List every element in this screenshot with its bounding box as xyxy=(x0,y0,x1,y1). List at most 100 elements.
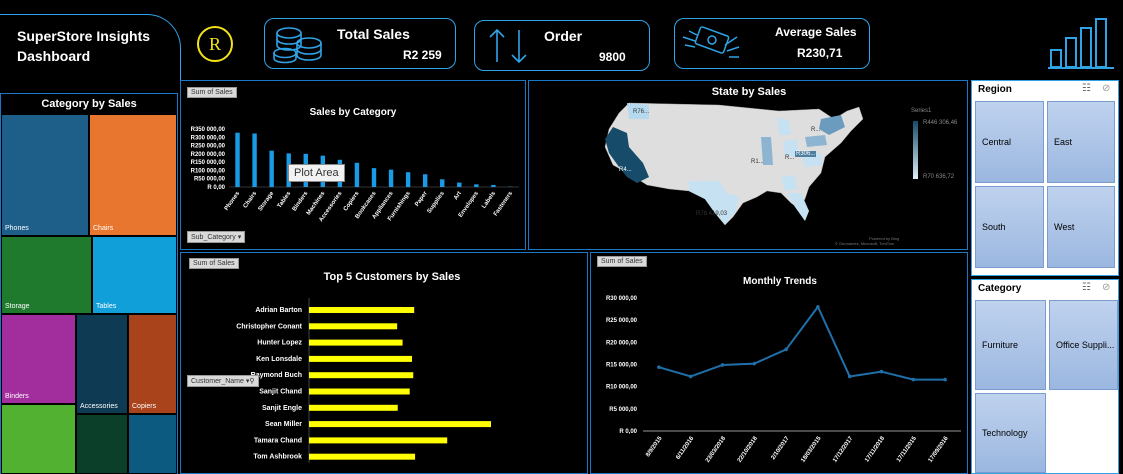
y-tick-label: Tom Ashbrook xyxy=(253,454,302,461)
y-tick-label: R300 000,00 xyxy=(191,135,226,141)
category-option-furniture[interactable]: Furniture xyxy=(975,300,1046,390)
x-tick-label: 6/11/2016 xyxy=(675,435,695,461)
treemap-cell[interactable] xyxy=(1,404,76,474)
data-point xyxy=(943,377,947,382)
y-tick-label: Ken Lonsdale xyxy=(256,356,302,363)
bar xyxy=(309,453,416,460)
kpi-order: Order 9800 xyxy=(474,20,650,71)
treemap-cell[interactable]: Storage xyxy=(1,236,92,314)
treemap-cell[interactable]: Chairs xyxy=(89,114,177,236)
top-customers-chart: Top 5 Customers by Sales Adrian Barton Chr… xyxy=(236,271,491,463)
sub-category-filter[interactable]: Sub_Category ▾ xyxy=(187,231,246,243)
data-point xyxy=(688,374,693,379)
y-tick-label: R20 000,00 xyxy=(606,340,638,346)
map-label-texas: R78 419,03 xyxy=(696,211,728,217)
data-point xyxy=(784,347,788,352)
data-point xyxy=(879,369,884,374)
region-option-east[interactable]: East xyxy=(1047,101,1115,183)
treemap-cell-label: Accessories xyxy=(80,403,118,410)
georgia-region xyxy=(781,175,797,191)
customer-name-filter[interactable]: Customer_Name ▾⚲ xyxy=(187,375,259,387)
multi-select-icon[interactable]: ☷ xyxy=(1082,282,1091,293)
x-tick-label: Paper xyxy=(414,190,429,208)
treemap-cell-label: Phones xyxy=(5,225,29,232)
y-tick-label: Tamara Chand xyxy=(254,437,302,444)
x-tick-label: 22/10/2018 xyxy=(737,435,760,464)
y-tick-label: R10 000,00 xyxy=(606,385,638,391)
chart-title: Top 5 Customers by Sales xyxy=(324,271,461,283)
y-tick-label: R100 000,00 xyxy=(191,168,226,174)
kpi-total-sales-label: Total Sales xyxy=(337,26,410,42)
kpi-order-value: 9800 xyxy=(599,50,626,64)
map-legend-series: Series1 xyxy=(911,108,932,114)
data-point xyxy=(847,374,852,379)
treemap-cell[interactable] xyxy=(128,414,177,474)
sum-of-sales-tag[interactable]: Sum of Sales xyxy=(187,87,237,98)
y-tick-label: R30 000,00 xyxy=(606,296,638,302)
x-tick-label: 17/11/2018 xyxy=(864,435,886,463)
treemap-cell[interactable]: Tables xyxy=(92,236,177,314)
x-tick-label: 8/9/2015 xyxy=(645,435,664,458)
sales-by-category-panel: Sum of Sales Sales by Category R350 000,0… xyxy=(180,80,526,250)
map-label-illinois: R1... xyxy=(751,159,764,165)
sales-by-category-chart: Sales by Category R350 000,00 R300 000,00 R… xyxy=(191,107,519,223)
bar xyxy=(457,182,462,187)
clear-filter-icon[interactable]: ⊘ xyxy=(1102,83,1111,94)
bar xyxy=(309,388,410,395)
bar xyxy=(309,421,491,428)
category-option-technology[interactable]: Technology xyxy=(975,393,1046,473)
map-label-ohio: R... xyxy=(785,155,795,161)
coins-icon xyxy=(273,27,322,64)
illinois-region xyxy=(761,137,773,165)
map-credit-line2: © Geonames, Microsoft, TomTom xyxy=(835,241,895,246)
bar xyxy=(235,132,240,187)
florida-region xyxy=(787,193,809,221)
pennsylvania-region xyxy=(805,135,827,147)
y-tick-label: R15 000,00 xyxy=(606,363,638,369)
bar xyxy=(252,133,257,187)
region-option-central[interactable]: Central xyxy=(975,101,1044,183)
x-tick-label: 23/03/2018 xyxy=(705,435,728,464)
kpi-total-sales: Total Sales R2 259 xyxy=(264,18,456,69)
treemap-cell[interactable]: Binders xyxy=(1,314,76,404)
treemap-cell-label: Storage xyxy=(5,303,30,310)
kpi-order-label: Order xyxy=(544,28,583,44)
treemap-title: Category by Sales xyxy=(41,98,137,110)
y-tick-label: Sanjit Chand xyxy=(259,389,302,396)
bar xyxy=(491,184,496,187)
category-slicer-title: Category xyxy=(978,283,1022,294)
data-point xyxy=(911,377,916,382)
sum-of-sales-tag[interactable]: Sum of Sales xyxy=(189,258,239,269)
region-slicer-title: Region xyxy=(978,84,1012,95)
x-tick-label: 17/09/2016 xyxy=(928,435,951,464)
dropdown-arrow-icon: ▾ xyxy=(237,234,242,241)
multi-select-icon[interactable]: ☷ xyxy=(1082,83,1091,94)
monthly-trends-chart: Monthly Trends R30 000,00 R25 000,00 R20 00… xyxy=(606,276,961,464)
sum-of-sales-tag[interactable]: Sum of Sales xyxy=(597,256,647,267)
washington-region xyxy=(627,103,649,119)
x-tick-label: Phones xyxy=(224,190,242,212)
map-legend-min: R70 636,72 xyxy=(923,174,955,180)
category-option-office-supplies[interactable]: Office Suppli... xyxy=(1049,300,1118,390)
treemap-cell[interactable]: Accessories xyxy=(76,314,128,414)
treemap-cell[interactable] xyxy=(76,414,128,474)
treemap-cell[interactable]: Copiers xyxy=(128,314,177,414)
top-customers-panel: Sum of Sales Top 5 Customers by Sales Adr… xyxy=(180,252,588,474)
map-legend-max: R446 306,46 xyxy=(923,120,958,126)
treemap-cell[interactable]: Phones xyxy=(1,114,89,236)
region-option-south[interactable]: South xyxy=(975,186,1044,268)
bar xyxy=(422,174,428,187)
x-tick-label: Binders xyxy=(292,190,310,212)
map-label-pennsylvania: R... xyxy=(811,127,821,133)
clear-filter-icon[interactable]: ⊘ xyxy=(1102,282,1111,293)
region-option-west[interactable]: West xyxy=(1047,186,1115,268)
bar xyxy=(474,184,479,187)
category-treemap-panel: Category by Sales Phones Chairs Storage Tab… xyxy=(0,93,178,474)
us-map xyxy=(604,102,864,226)
map-label-california: R4... xyxy=(619,167,632,173)
x-tick-label: Labels xyxy=(481,190,497,210)
title-panel: SuperStore Insights Dashboard xyxy=(0,14,181,92)
y-tick-label: Raymond Buch xyxy=(251,372,302,379)
bar xyxy=(309,437,448,444)
category-slicer: Category ☷ ⊘ Furniture Office Suppli... … xyxy=(971,279,1119,474)
